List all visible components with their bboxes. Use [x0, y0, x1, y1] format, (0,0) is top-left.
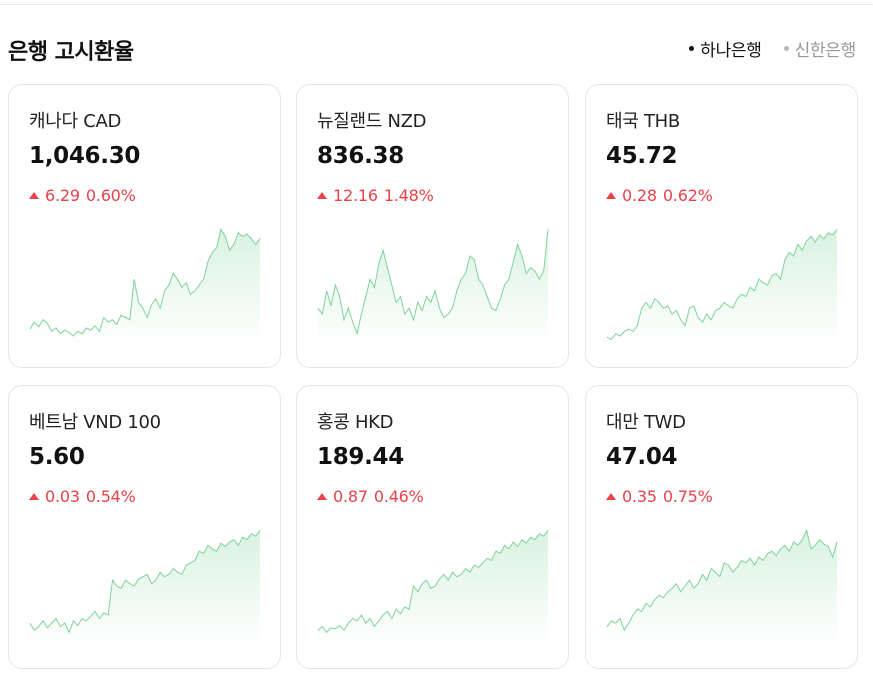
sparkline-chart — [606, 229, 838, 345]
sparkline-area — [607, 229, 837, 345]
bullet-icon — [783, 46, 789, 51]
sparkline-line — [606, 229, 838, 341]
tab-shinhan-bank[interactable]: 신한은행 — [783, 36, 857, 61]
sparkline-area — [607, 530, 837, 646]
rate-change: 6.29 0.60% — [29, 186, 136, 205]
rate-card-cad[interactable]: 캐나다 CAD 1,046.30 6.29 0.60% — [8, 84, 281, 368]
sparkline-line — [29, 228, 261, 337]
change-percent: 0.75% — [662, 487, 713, 506]
exchange-rate: 189.44 — [317, 444, 404, 470]
sparkline-line — [606, 528, 838, 632]
rate-change: 0.03 0.54% — [29, 487, 136, 506]
currency-name: 대만 TWD — [606, 412, 686, 433]
triangle-up-icon — [317, 192, 327, 199]
triangle-up-icon — [606, 192, 616, 199]
rate-card-twd[interactable]: 대만 TWD 47.04 0.35 0.75% — [585, 385, 858, 669]
change-amount: 0.03 — [45, 487, 80, 506]
rate-change: 12.16 1.48% — [317, 186, 434, 205]
rate-change: 0.87 0.46% — [317, 487, 424, 506]
sparkline-area — [318, 530, 548, 646]
rate-change: 0.28 0.62% — [606, 186, 713, 205]
tab-label: 하나은행 — [700, 41, 762, 61]
change-percent: 0.54% — [85, 487, 136, 506]
change-amount: 0.28 — [622, 186, 657, 205]
sparkline-chart — [29, 228, 261, 345]
sparkline-chart — [29, 530, 261, 646]
section-title: 은행 고시환율 — [8, 40, 134, 65]
rate-card-vnd[interactable]: 베트남 VND 100 5.60 0.03 0.54% — [8, 385, 281, 669]
currency-name: 캐나다 CAD — [29, 111, 122, 132]
tab-label: 신한은행 — [794, 41, 857, 61]
triangle-up-icon — [317, 493, 327, 500]
change-amount: 0.35 — [622, 487, 657, 506]
sparkline-area — [30, 530, 260, 646]
tab-hana-bank[interactable]: 하나은행 — [689, 36, 762, 61]
rate-card-nzd[interactable]: 뉴질랜드 NZD 836.38 12.16 1.48% — [296, 84, 569, 368]
triangle-up-icon — [606, 493, 616, 500]
change-percent: 0.60% — [85, 186, 136, 205]
change-percent: 0.62% — [662, 186, 713, 205]
sparkline-chart — [606, 528, 838, 646]
bullet-icon — [689, 46, 695, 51]
exchange-rate: 836.38 — [317, 143, 404, 169]
sparkline-chart — [317, 229, 549, 345]
bank-tabs: 하나은행 신한은행 — [689, 36, 856, 61]
exchange-rate: 5.60 — [29, 444, 85, 470]
triangle-up-icon — [29, 493, 39, 500]
change-percent: 0.46% — [373, 487, 424, 506]
sparkline-chart — [317, 530, 549, 646]
rate-change: 0.35 0.75% — [606, 487, 713, 506]
rate-card-thb[interactable]: 태국 THB 45.72 0.28 0.62% — [585, 84, 858, 368]
sparkline-line — [29, 530, 261, 634]
rate-card-hkd[interactable]: 홍콩 HKD 189.44 0.87 0.46% — [296, 385, 569, 669]
sparkline-area — [30, 229, 260, 345]
change-amount: 6.29 — [45, 186, 80, 205]
change-amount: 0.87 — [333, 487, 368, 506]
currency-name: 베트남 VND 100 — [29, 412, 161, 433]
exchange-rate: 45.72 — [606, 143, 678, 169]
change-amount: 12.16 — [333, 186, 378, 205]
sparkline-line — [317, 530, 549, 634]
sparkline-area — [318, 229, 548, 345]
currency-name: 태국 THB — [606, 111, 680, 132]
change-percent: 1.48% — [383, 186, 434, 205]
exchange-rate: 47.04 — [606, 444, 678, 470]
currency-name: 홍콩 HKD — [317, 412, 394, 433]
section-header: 은행 고시환율 하나은행 신한은행 — [8, 34, 856, 65]
currency-name: 뉴질랜드 NZD — [317, 111, 427, 132]
top-divider — [0, 4, 873, 5]
exchange-rate: 1,046.30 — [29, 143, 141, 169]
triangle-up-icon — [29, 192, 39, 199]
sparkline-line — [317, 229, 549, 336]
